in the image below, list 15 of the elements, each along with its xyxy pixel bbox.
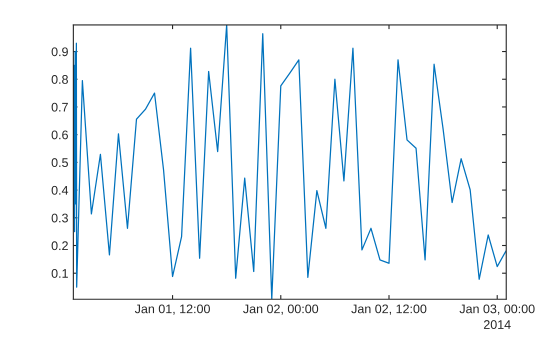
y-tick-label: 0.1 bbox=[52, 269, 68, 278]
y-tick-label: 0.2 bbox=[52, 241, 68, 250]
x-tick-label: Jan 02, 12:00 bbox=[351, 304, 426, 315]
x-tick-label: Jan 02, 00:00 bbox=[243, 304, 318, 315]
y-tick-label: 0.5 bbox=[52, 158, 68, 168]
y-tick-label: 0.3 bbox=[52, 214, 68, 222]
line-series bbox=[73, 24, 506, 300]
x-tick-label: Jan 03, 00:00 bbox=[460, 304, 535, 315]
y-tick-label: 0.4 bbox=[52, 186, 68, 195]
text: 2014 bbox=[484, 320, 511, 330]
y-tick-label: 0.6 bbox=[52, 130, 68, 140]
y-tick-label: 0.7 bbox=[52, 102, 68, 112]
x-tick-label: Jan 01, 12:00 bbox=[134, 304, 210, 315]
y-tick-label: 0.9 bbox=[52, 47, 68, 56]
y-tick-label: 0.8 bbox=[52, 75, 68, 84]
